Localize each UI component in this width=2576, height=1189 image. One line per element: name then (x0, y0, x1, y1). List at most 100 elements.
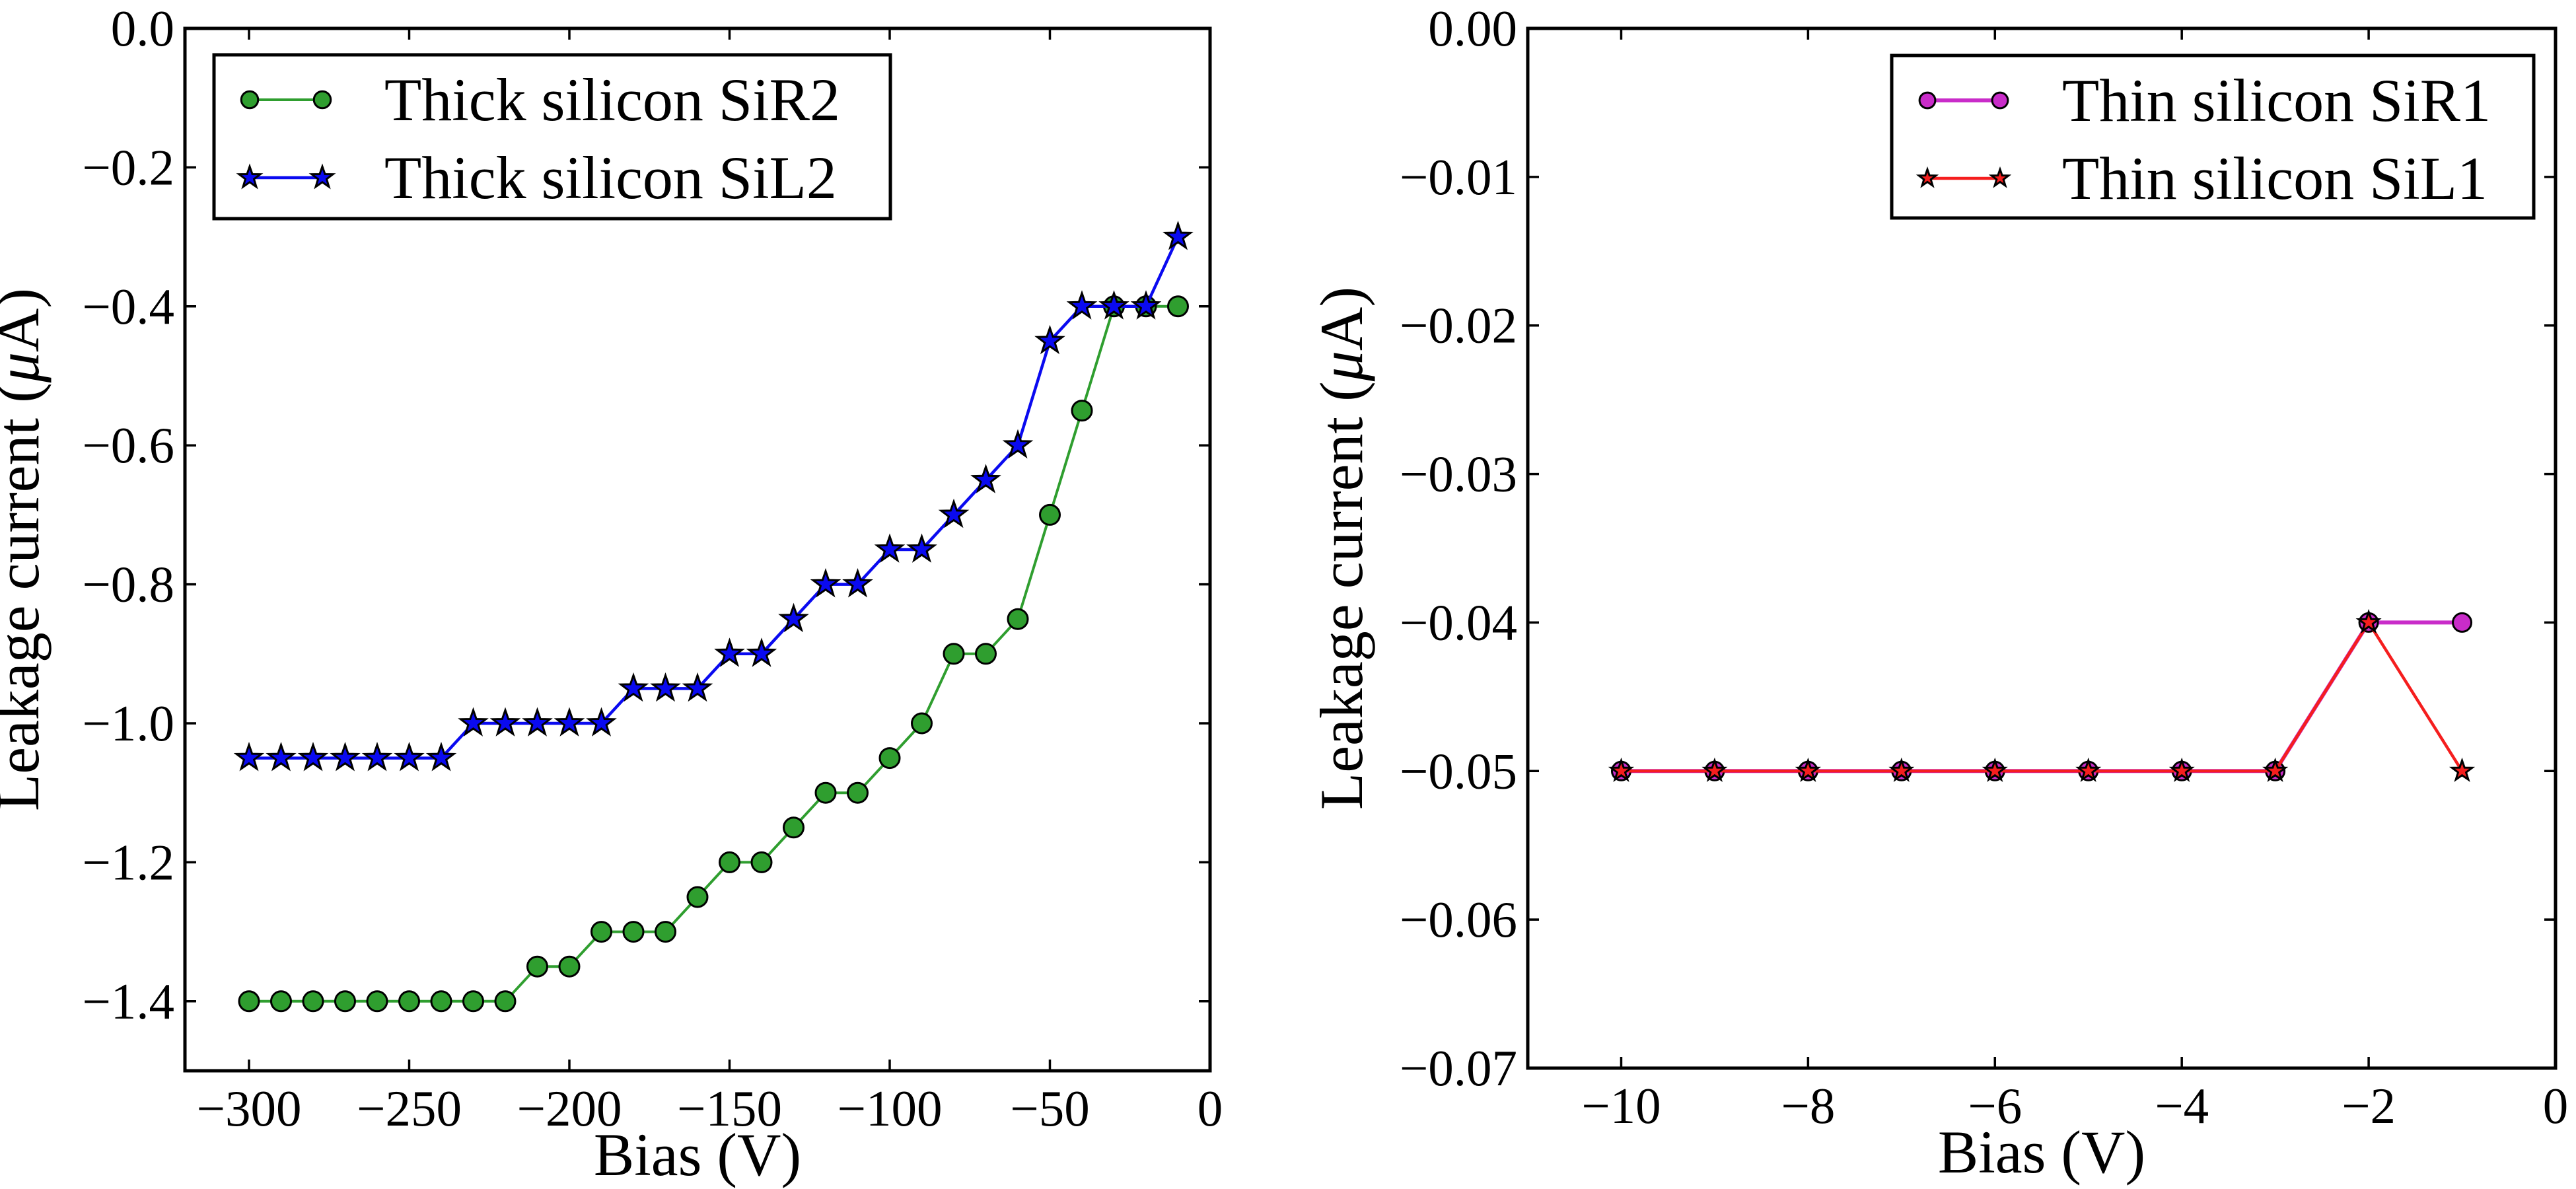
data-point-marker-0 (686, 886, 709, 908)
data-point-marker-1 (1130, 290, 1162, 320)
x-axis-tick-label: 0 (1198, 1080, 1223, 1137)
data-point-marker-1 (2262, 757, 2289, 782)
data-point-marker-0 (783, 816, 805, 839)
y-axis-tick-label: 0.0 (111, 0, 174, 57)
y-axis-tick-label: −0.03 (1400, 446, 1517, 503)
legend-marker (1918, 91, 1937, 110)
x-axis-label: Bias (V) (1938, 1118, 2145, 1186)
legend: Thin silicon SiR1 Thin silicon SiL1 (1890, 54, 2536, 220)
data-point-marker-0 (494, 990, 517, 1013)
data-point-marker-1 (1888, 757, 1915, 782)
data-point-marker-1 (1163, 221, 1194, 250)
data-point-marker-0 (526, 955, 548, 978)
data-point-marker-0 (462, 990, 484, 1013)
data-point-marker-0 (622, 921, 645, 943)
x-axis-tick-label: −6 (1968, 1077, 2022, 1134)
data-point-marker-1 (842, 568, 873, 598)
data-point-marker-0 (1039, 503, 1061, 526)
data-point-marker-1 (938, 498, 970, 528)
data-point-marker-1 (810, 568, 841, 598)
data-point-marker-0 (1071, 400, 1093, 422)
y-axis-tick-label: −0.4 (82, 278, 174, 335)
chart-thick-silicon: −300 −250 −200 −150 −100 −50 0 0.0 −0.2 −0.4 −0.6 −… (0, 0, 1223, 1188)
y-axis-tick-label: −1.2 (82, 834, 174, 890)
data-point-marker-0 (270, 990, 292, 1013)
legend-box (212, 53, 892, 221)
y-axis-tick-label: −0.06 (1400, 891, 1517, 948)
data-point-marker-1 (330, 742, 361, 772)
x-axis-tick-label: −4 (2155, 1077, 2209, 1134)
x-axis-tick-label: −300 (197, 1080, 302, 1137)
data-point-marker-1 (778, 602, 809, 633)
series-line-0 (1619, 620, 2464, 774)
x-axis-tick-label: −100 (838, 1080, 943, 1137)
data-point-marker-1 (458, 707, 489, 737)
data-point-marker-1 (2449, 757, 2476, 782)
chart-thin-silicon: −10 −8 −6 −4 −2 0 0.00 −0.01 −0.02 −0.03 −0.04 −0.0… (1308, 0, 2568, 1186)
y-axis-tick-label: −0.07 (1400, 1040, 1517, 1097)
data-point-marker-0 (398, 990, 420, 1013)
legend-marker (1915, 166, 1939, 188)
y-axis-tick-label: −1.4 (82, 973, 174, 1030)
data-point-marker-0 (1007, 608, 1029, 630)
data-point-marker-1 (714, 637, 745, 667)
data-point-marker-1 (682, 672, 713, 702)
y-axis-label: Leakage current (μA) (1308, 287, 1375, 810)
x-axis-tick-label: −2 (2342, 1077, 2396, 1134)
data-point-marker-0 (238, 990, 260, 1013)
y-axis-tick-label: −0.2 (82, 139, 174, 196)
data-point-marker-1 (2168, 757, 2195, 782)
legend-marker (236, 163, 264, 190)
legend: Thick silicon SiR2 Thick silicon SiL2 (212, 53, 892, 221)
data-point-marker-1 (1795, 757, 1821, 782)
x-axis-tick-label: −8 (1781, 1077, 1835, 1134)
data-point-marker-0 (1167, 295, 1189, 318)
y-axis-tick-label: 0.00 (1428, 0, 1517, 57)
series-line-1 (247, 235, 1180, 760)
data-point-marker-1 (1098, 290, 1129, 320)
data-point-marker-1 (266, 742, 297, 772)
data-point-marker-0 (302, 990, 324, 1013)
data-point-marker-1 (970, 464, 1001, 493)
x-axis-tick-label: −50 (1010, 1080, 1089, 1137)
data-point-marker-0 (878, 747, 901, 770)
data-point-marker-0 (943, 643, 965, 665)
data-point-marker-1 (746, 637, 777, 667)
y-axis-tick-label: −0.04 (1400, 594, 1517, 651)
x-axis-tick-label: −10 (1581, 1077, 1661, 1134)
legend-marker (312, 90, 332, 110)
data-point-marker-1 (2355, 608, 2382, 634)
data-point-marker-0 (590, 921, 612, 943)
y-axis-tick-label: −0.02 (1400, 297, 1517, 354)
data-point-marker-1 (554, 707, 585, 737)
data-point-marker-0 (750, 851, 773, 873)
data-point-marker-1 (394, 742, 425, 772)
x-axis-tick-label: −200 (517, 1080, 622, 1137)
data-point-marker-0 (975, 643, 997, 665)
legend-box (1890, 54, 2536, 220)
y-axis-tick-label: −0.05 (1400, 742, 1517, 799)
data-point-marker-1 (650, 672, 681, 702)
x-axis-tick-label: −250 (357, 1080, 462, 1137)
data-point-marker-1 (233, 742, 265, 772)
data-point-marker-0 (558, 955, 581, 978)
data-point-marker-1 (489, 707, 521, 737)
legend-marker (240, 90, 260, 110)
legend-marker (1988, 166, 2012, 188)
data-point-marker-0 (655, 921, 676, 943)
data-point-marker-0 (719, 851, 740, 873)
axes-frame (1526, 26, 2558, 1070)
legend-label: Thick silicon SiR2 (384, 66, 840, 133)
data-point-marker-1 (1066, 290, 1098, 320)
data-point-marker-1 (1701, 757, 1728, 782)
y-axis-tick-label: −0.6 (82, 417, 174, 474)
data-point-marker-0 (366, 990, 388, 1013)
legend-marker (1991, 91, 2009, 110)
data-point-marker-1 (1002, 429, 1034, 459)
data-point-marker-1 (1982, 757, 2008, 782)
data-point-marker-0 (814, 781, 837, 804)
data-point-marker-1 (1034, 324, 1065, 355)
data-point-marker-0 (911, 712, 933, 735)
